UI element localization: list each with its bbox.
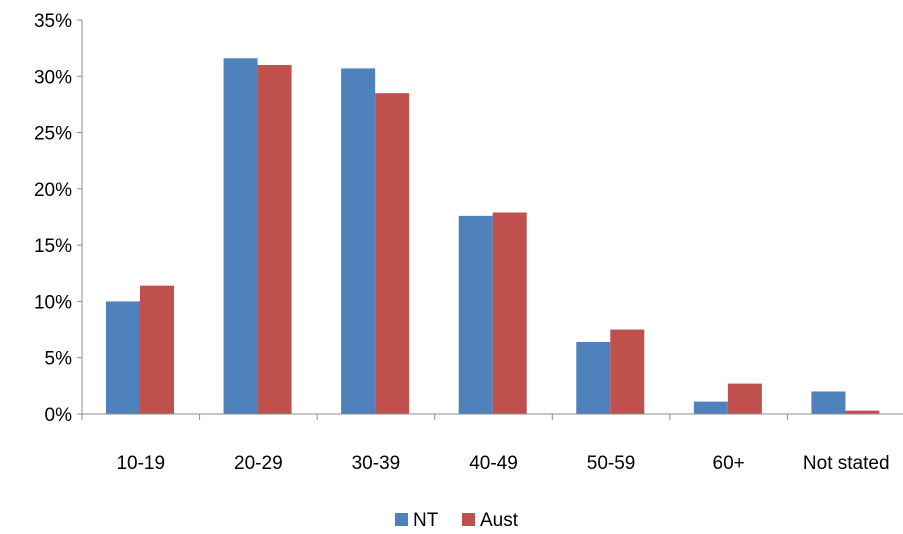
bar-aust-not-stated (845, 410, 880, 414)
bar-nt-10-19 (106, 301, 140, 414)
legend-label-aust: Aust (480, 510, 519, 531)
x-axis: 10-19 20-29 30-39 40-49 50-59 60+ Not stated (81, 413, 903, 474)
bar-nt-60+ (693, 401, 728, 414)
y-tick-label: 35% (34, 11, 72, 32)
bar-aust-60+ (727, 383, 762, 414)
bar-nt-20-29 (223, 58, 258, 414)
bar-aust-50-59 (610, 329, 645, 414)
bar-aust-40-49 (492, 212, 527, 414)
x-tick-label: Not stated (803, 453, 890, 474)
legend-swatch-nt (395, 513, 408, 526)
bar-nt-not-stated (811, 391, 846, 414)
bars (106, 58, 880, 415)
x-tick-label: 30-39 (352, 453, 401, 474)
x-tick-label: 40-49 (469, 453, 518, 474)
x-tick-label: 50-59 (587, 453, 636, 474)
bar-nt-30-39 (341, 68, 376, 415)
y-tick-label: 10% (34, 292, 72, 313)
legend-swatch-aust (462, 513, 475, 526)
bar-aust-10-19 (140, 285, 174, 414)
x-tick-label: 10-19 (116, 453, 165, 474)
y-tick-label: 5% (45, 349, 73, 370)
bar-nt-50-59 (576, 341, 611, 414)
legend: NT Aust (395, 510, 519, 531)
y-tick-label: 0% (45, 405, 73, 426)
x-tick-label: 60+ (713, 453, 745, 474)
bar-aust-20-29 (257, 65, 292, 415)
y-tick-label: 30% (34, 67, 72, 88)
bar-aust-30-39 (375, 93, 410, 415)
y-tick-label: 15% (34, 236, 72, 257)
x-tick-label: 20-29 (234, 453, 283, 474)
y-axis: 0% 5% 10% 15% 20% 25% 30% 35% (34, 11, 83, 426)
legend-label-nt: NT (413, 510, 439, 531)
y-tick-label: 20% (34, 180, 72, 201)
y-tick-label: 25% (34, 124, 72, 145)
bar-nt-40-49 (458, 215, 493, 414)
